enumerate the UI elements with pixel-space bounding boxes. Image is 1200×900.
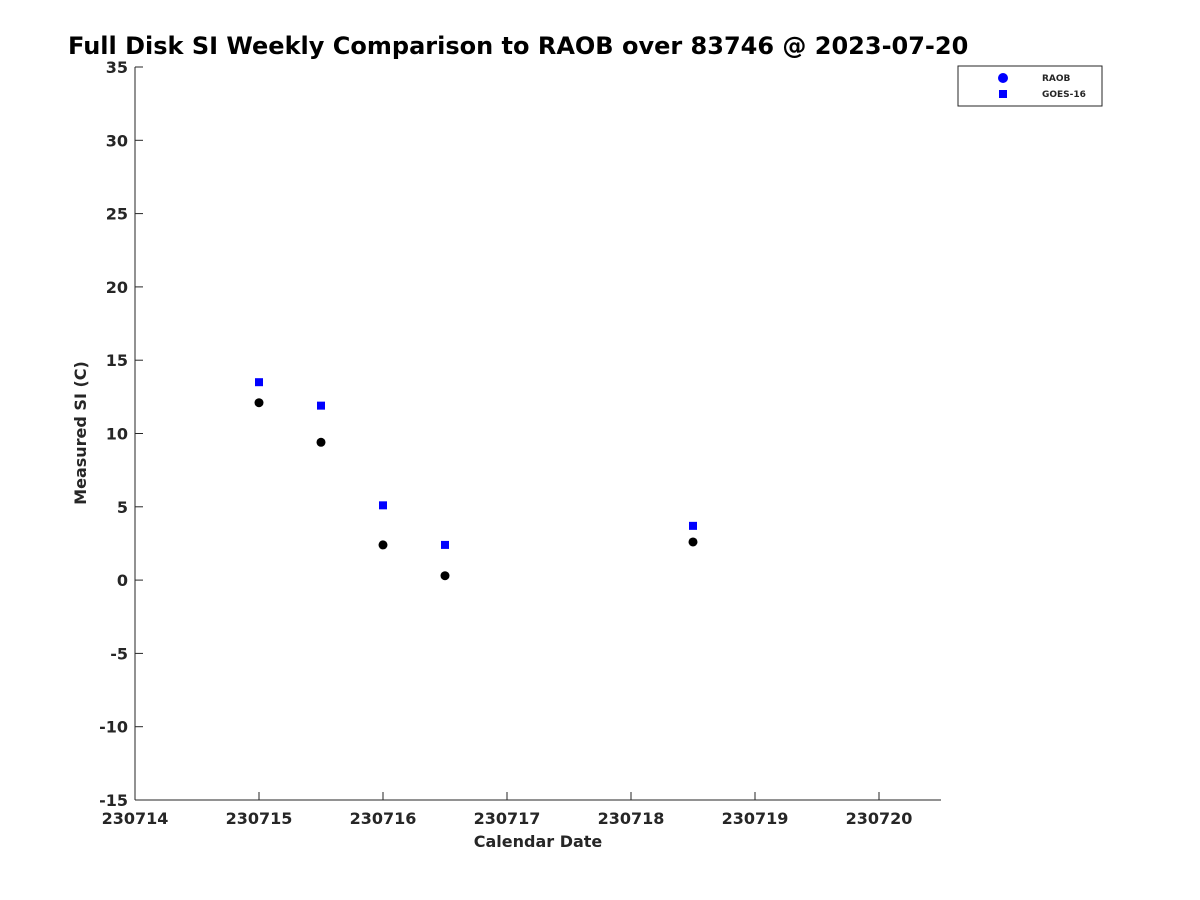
raob-point bbox=[316, 437, 326, 447]
legend-raob-marker bbox=[998, 73, 1008, 83]
goes-16-point bbox=[689, 521, 697, 530]
raob-point bbox=[688, 537, 698, 547]
data-points bbox=[254, 378, 698, 581]
x-tick-label: 230715 bbox=[226, 809, 293, 828]
y-axis-label: Measured SI (C) bbox=[71, 361, 90, 505]
legend: RAOB GOES-16 bbox=[957, 65, 1103, 107]
x-tick-label: 230716 bbox=[350, 809, 417, 828]
raob-point bbox=[254, 398, 264, 408]
y-tick-label: 10 bbox=[106, 425, 128, 444]
goes-16-point bbox=[317, 401, 325, 410]
x-tick-label: 230720 bbox=[846, 809, 913, 828]
y-tick-label: -5 bbox=[110, 644, 128, 663]
goes-16-point bbox=[441, 540, 449, 549]
x-axis-label: Calendar Date bbox=[474, 832, 603, 851]
x-tick-label: 230714 bbox=[102, 809, 169, 828]
legend-goes-16-label: GOES-16 bbox=[1042, 90, 1086, 100]
chart-title: Full Disk SI Weekly Comparison to RAOB o… bbox=[68, 32, 968, 60]
raob-point bbox=[440, 571, 450, 581]
y-tick-label: -10 bbox=[99, 718, 128, 737]
y-ticks: -15 -10 -5 0 5 10 15 20 25 30 35 bbox=[99, 58, 143, 810]
y-tick-label: 30 bbox=[106, 131, 128, 150]
y-tick-label: 35 bbox=[106, 58, 128, 77]
legend-box bbox=[957, 65, 1103, 107]
raob-point bbox=[378, 540, 388, 550]
goes-16-point bbox=[379, 501, 387, 510]
legend-goes-16-marker bbox=[999, 90, 1007, 98]
y-tick-label: 0 bbox=[117, 571, 128, 590]
y-tick-label: -15 bbox=[99, 791, 128, 810]
x-tick-label: 230718 bbox=[598, 809, 665, 828]
y-tick-label: 25 bbox=[106, 205, 128, 224]
y-tick-label: 5 bbox=[117, 498, 128, 517]
plot-axes bbox=[134, 67, 941, 801]
x-ticks: 230714 230715 230716 230717 230718 230719 2307… bbox=[102, 792, 913, 828]
legend-raob-label: RAOB bbox=[1042, 74, 1071, 84]
y-tick-label: 20 bbox=[106, 278, 128, 297]
x-tick-label: 230717 bbox=[474, 809, 541, 828]
goes-16-point bbox=[255, 378, 263, 387]
y-tick-label: 15 bbox=[106, 351, 128, 370]
x-tick-label: 230719 bbox=[722, 809, 789, 828]
